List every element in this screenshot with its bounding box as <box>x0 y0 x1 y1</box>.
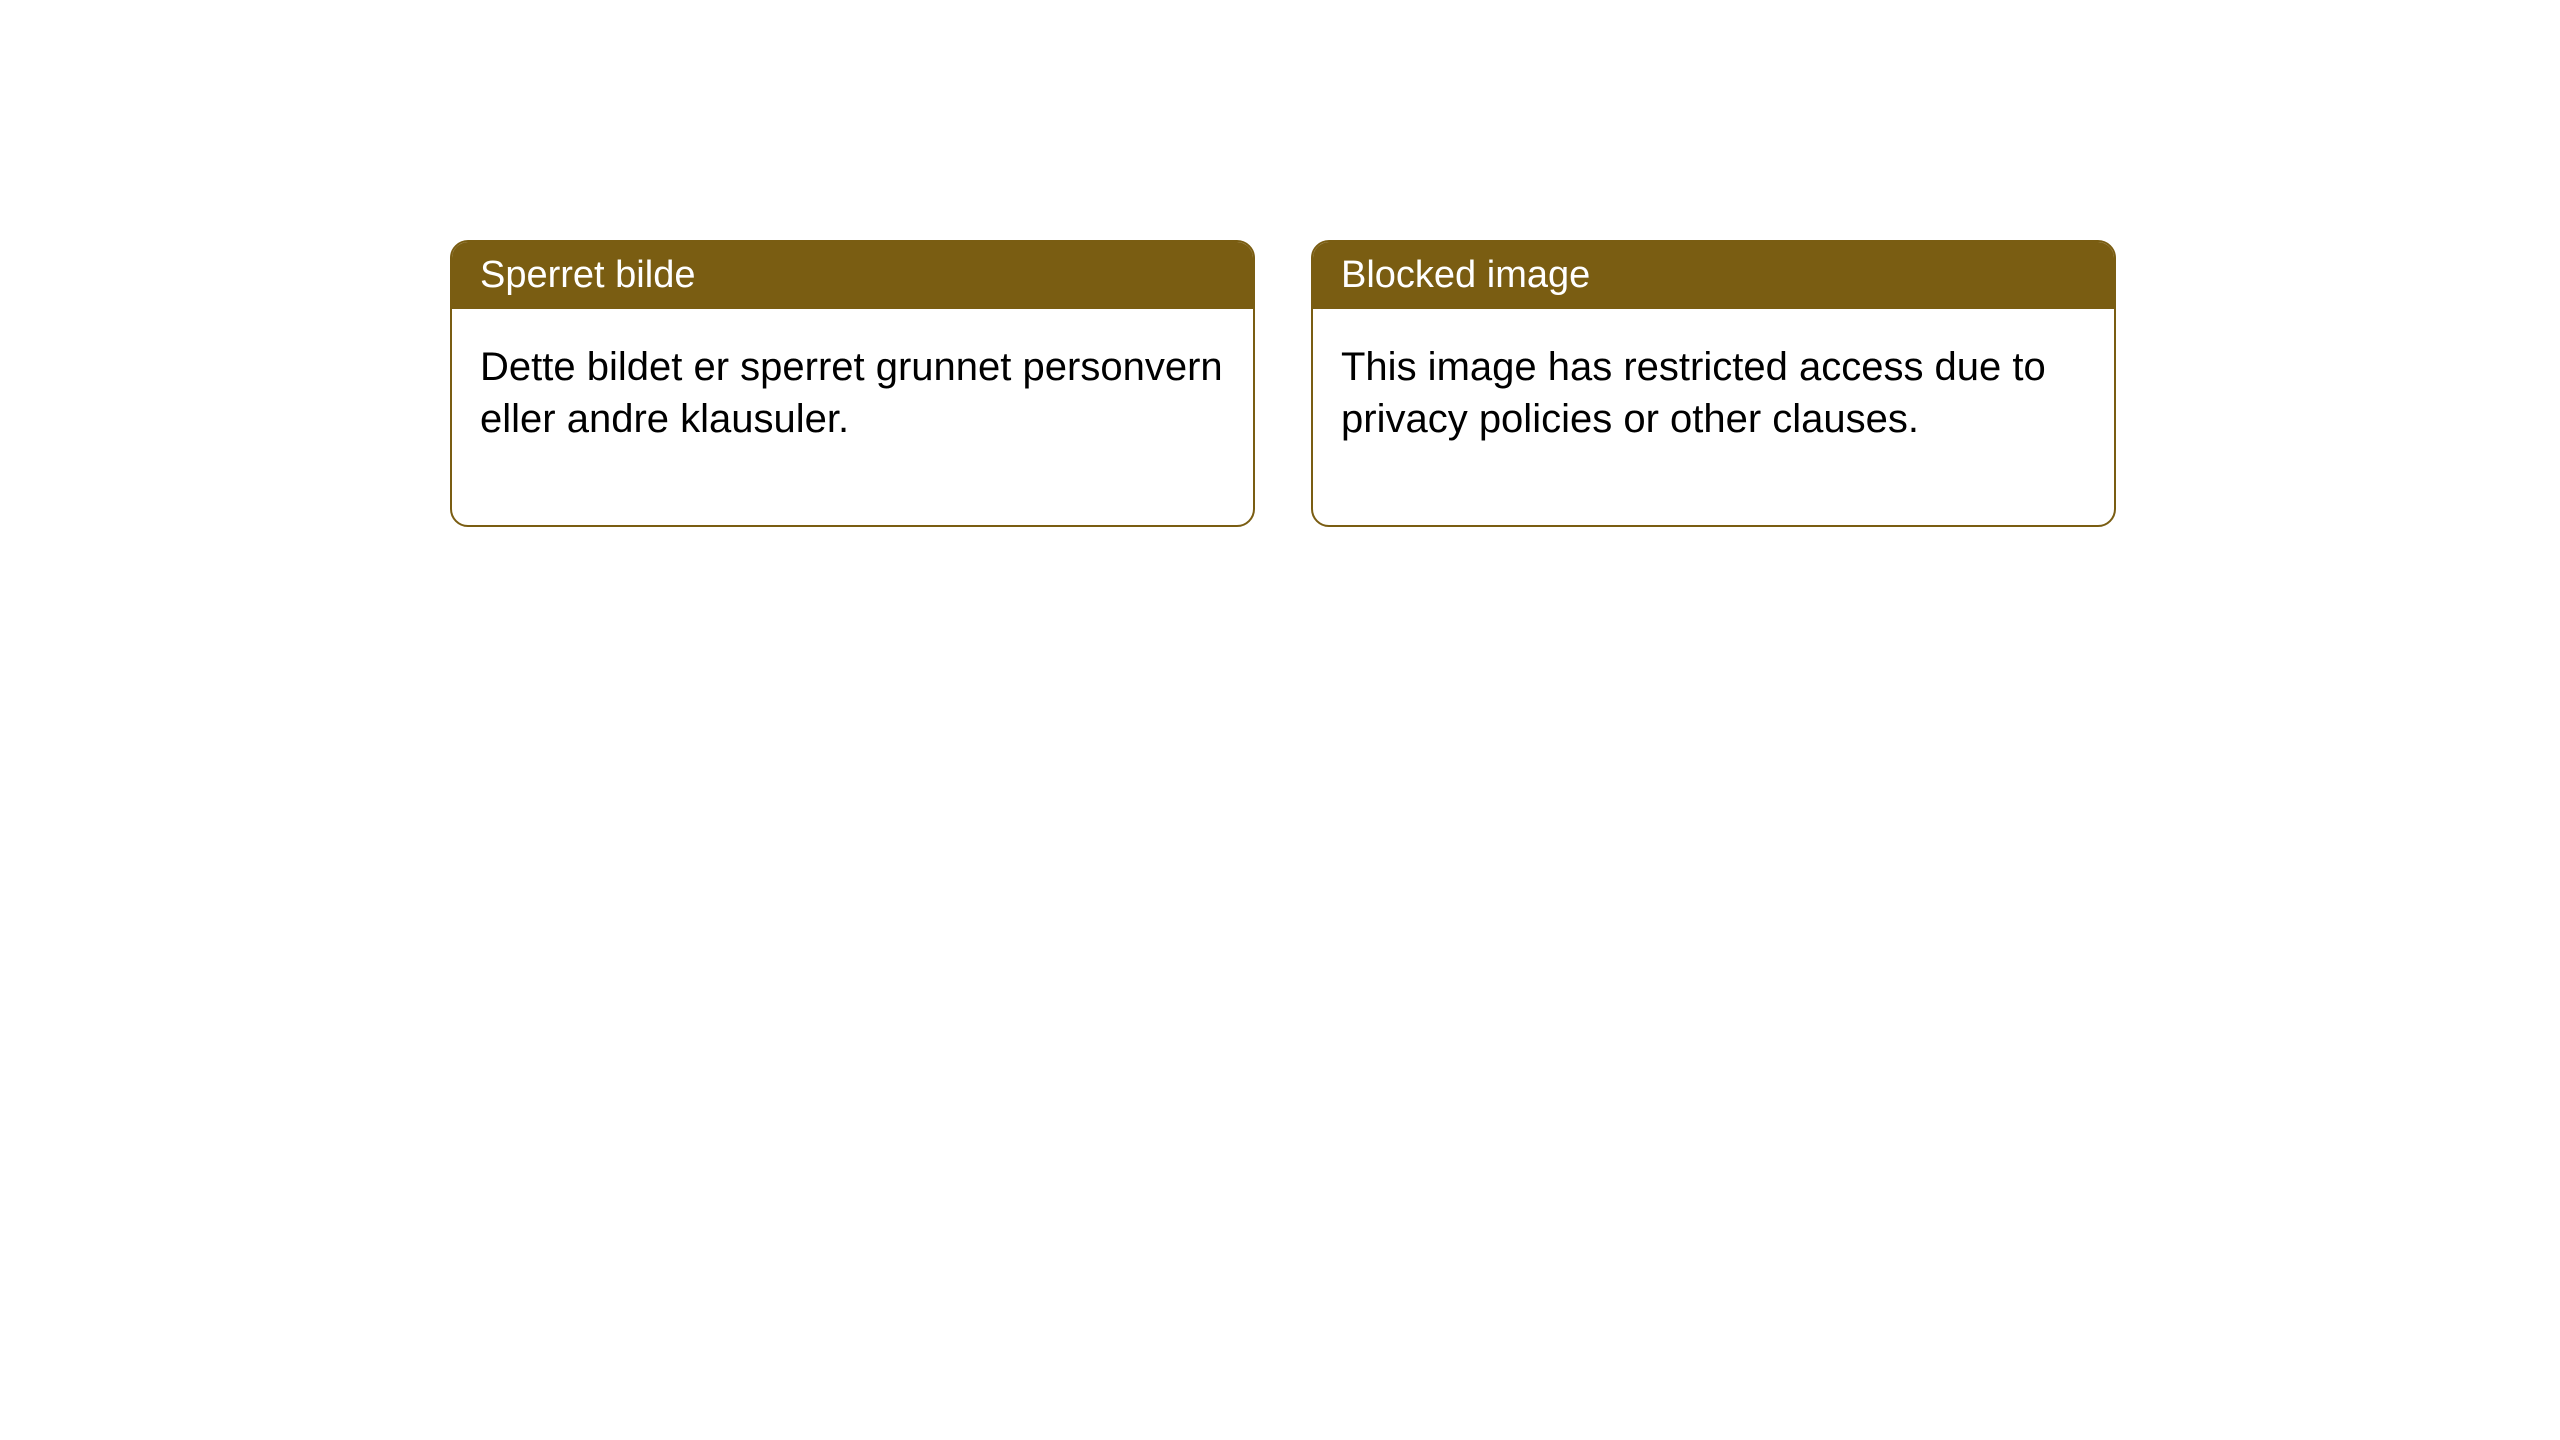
notice-card-norwegian: Sperret bilde Dette bildet er sperret gr… <box>450 240 1255 527</box>
card-title: Sperret bilde <box>480 254 695 296</box>
card-body-text: Dette bildet er sperret grunnet personve… <box>480 345 1223 441</box>
card-header: Sperret bilde <box>452 242 1253 309</box>
card-body-text: This image has restricted access due to … <box>1341 345 2046 441</box>
card-header: Blocked image <box>1313 242 2114 309</box>
card-body: This image has restricted access due to … <box>1313 309 2114 525</box>
card-title: Blocked image <box>1341 254 1590 296</box>
card-body: Dette bildet er sperret grunnet personve… <box>452 309 1253 525</box>
cards-container: Sperret bilde Dette bildet er sperret gr… <box>450 240 2116 527</box>
notice-card-english: Blocked image This image has restricted … <box>1311 240 2116 527</box>
